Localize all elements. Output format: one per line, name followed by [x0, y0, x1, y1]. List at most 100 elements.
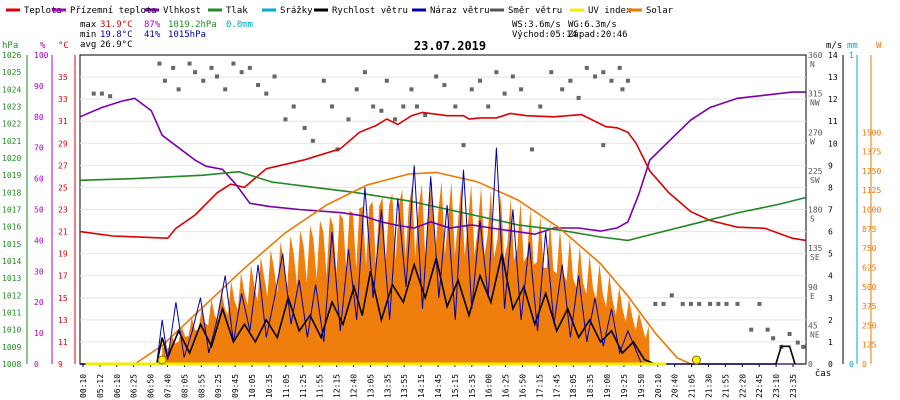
x-tick-label-15: 12:15: [333, 374, 342, 398]
dir-tick-0: 360: [808, 51, 823, 60]
wind-dir-point-21: [302, 125, 307, 130]
wind-dir-point-61: [601, 143, 606, 148]
uv-tick-11: 1375: [862, 148, 881, 157]
pct-tick-0: 0: [34, 360, 39, 369]
temp-tick-0: 9: [58, 360, 63, 369]
x-tick-label-34: 20:10: [654, 374, 663, 398]
legend-label-7: Směr větru: [508, 6, 562, 16]
pct-tick-6: 30: [34, 267, 44, 276]
series-line-vlhkost: [79, 91, 806, 236]
uv-tick-3: 375: [862, 302, 877, 311]
ms-tick-8: 8: [828, 183, 833, 192]
legend-label-5: Rychlost větru: [332, 6, 408, 16]
hpa-tick-16: 1024: [2, 85, 21, 94]
wind-dir-point-36: [423, 113, 428, 118]
x-tick-label-6: 08:05: [180, 374, 189, 398]
axis-temp-title: °C: [58, 41, 69, 51]
wind-dir-point-24: [330, 104, 335, 109]
hpa-tick-9: 1017: [2, 206, 21, 215]
wind-dir-point-35: [414, 104, 419, 109]
hpa-tick-11: 1019: [2, 171, 21, 180]
wind-dir-point-42: [477, 78, 482, 83]
wind-dir-point-13: [231, 61, 236, 66]
wind-dir-point-49: [538, 104, 543, 109]
wind-dir-point-69: [716, 301, 721, 306]
x-tick-label-7: 08:55: [197, 374, 206, 398]
wind-dir-point-2: [108, 94, 113, 99]
dir-tick-5: 135: [808, 244, 823, 253]
hpa-tick-15: 1023: [2, 103, 21, 112]
wind-dir-point-41: [469, 87, 474, 92]
x-tick-label-35: 20:40: [671, 374, 680, 398]
ms-tick-3: 3: [828, 294, 833, 303]
legend-label-6: Náraz větru: [430, 6, 490, 16]
x-tick-label-39: 22:20: [738, 374, 747, 398]
ms-tick-6: 6: [828, 228, 833, 237]
series-line-n-raz-v-tru: [80, 147, 806, 365]
dir-compass-5: SE: [810, 253, 820, 262]
wind-dir-point-45: [502, 91, 507, 96]
wind-dir-point-77: [787, 331, 792, 336]
dir-compass-1: NW: [810, 99, 820, 108]
temp-tick-9: 27: [58, 161, 68, 170]
x-tick-label-27: 17:15: [535, 374, 544, 398]
ms-tick-0: 0: [828, 360, 833, 369]
stats-min-label: min: [80, 30, 96, 40]
x-tick-label-17: 13:05: [366, 374, 375, 398]
wind-dir-point-0: [91, 91, 96, 96]
x-tick-label-21: 14:45: [434, 374, 443, 398]
uv-tick-2: 250: [862, 321, 877, 330]
wind-dir-point-58: [617, 65, 622, 70]
ms-tick-7: 7: [828, 206, 833, 215]
wind-dir-point-4: [162, 78, 167, 83]
wind-dir-point-79: [801, 344, 806, 349]
wind-dir-point-20: [291, 104, 296, 109]
axis-uv-title: W: [876, 41, 882, 51]
wind-dir-point-30: [379, 108, 384, 113]
x-tick-label-41: 23:10: [772, 374, 781, 398]
wind-dir-point-66: [688, 301, 693, 306]
legend-label-0: Teplota: [24, 6, 62, 16]
hpa-tick-5: 1013: [2, 274, 21, 283]
ms-tick-2: 2: [828, 316, 833, 325]
x-tick-label-8: 09:25: [214, 374, 223, 398]
ms-tick-1: 1: [828, 338, 833, 347]
hpa-tick-1: 1009: [2, 343, 21, 352]
legend: Teplota Přízemní teplota Vlhkost Tlak Srážky…: [6, 6, 674, 16]
uv-tick-0: 0: [862, 360, 867, 369]
stats-sunset: Západ:20:46: [568, 30, 628, 40]
wind-dir-point-38: [442, 83, 447, 88]
uv-tick-6: 750: [862, 244, 877, 253]
wind-dir-point-65: [680, 301, 685, 306]
hpa-tick-7: 1015: [2, 240, 21, 249]
wind-dir-point-6: [176, 87, 181, 92]
x-tick-label-18: 13:35: [383, 374, 392, 398]
stats-avg-temp: 26.9°C: [100, 40, 133, 50]
stats-avg-label: avg: [80, 40, 96, 50]
wind-dir-point-22: [310, 138, 315, 143]
x-tick-label-16: 12:40: [349, 374, 358, 398]
hpa-tick-13: 1021: [2, 137, 21, 146]
pct-tick-10: 50: [34, 206, 44, 215]
dir-compass-7: NE: [810, 330, 820, 339]
wind-dir-point-3: [157, 61, 162, 66]
pct-tick-16: 80: [34, 113, 44, 122]
x-tick-label-22: 15:15: [451, 374, 460, 398]
stats-max-press: 1019.2hPa: [168, 20, 217, 30]
pct-tick-2: 10: [34, 329, 44, 338]
stats-max-hum: 87%: [144, 20, 161, 30]
x-tick-label-0: 00:10: [79, 374, 88, 398]
wind-dir-point-40: [461, 143, 466, 148]
hpa-tick-14: 1022: [2, 120, 21, 129]
uv-tick-7: 875: [862, 225, 877, 234]
wind-dir-point-1: [99, 91, 104, 96]
x-tick-label-4: 06:50: [147, 374, 156, 398]
wind-dir-point-75: [771, 336, 776, 341]
uv-tick-4: 500: [862, 283, 877, 292]
wind-dir-point-8: [193, 70, 198, 75]
wind-dir-point-33: [401, 104, 406, 109]
hpa-tick-10: 1018: [2, 188, 21, 197]
wind-dir-point-54: [584, 65, 589, 70]
wind-dir-point-23: [321, 78, 326, 83]
